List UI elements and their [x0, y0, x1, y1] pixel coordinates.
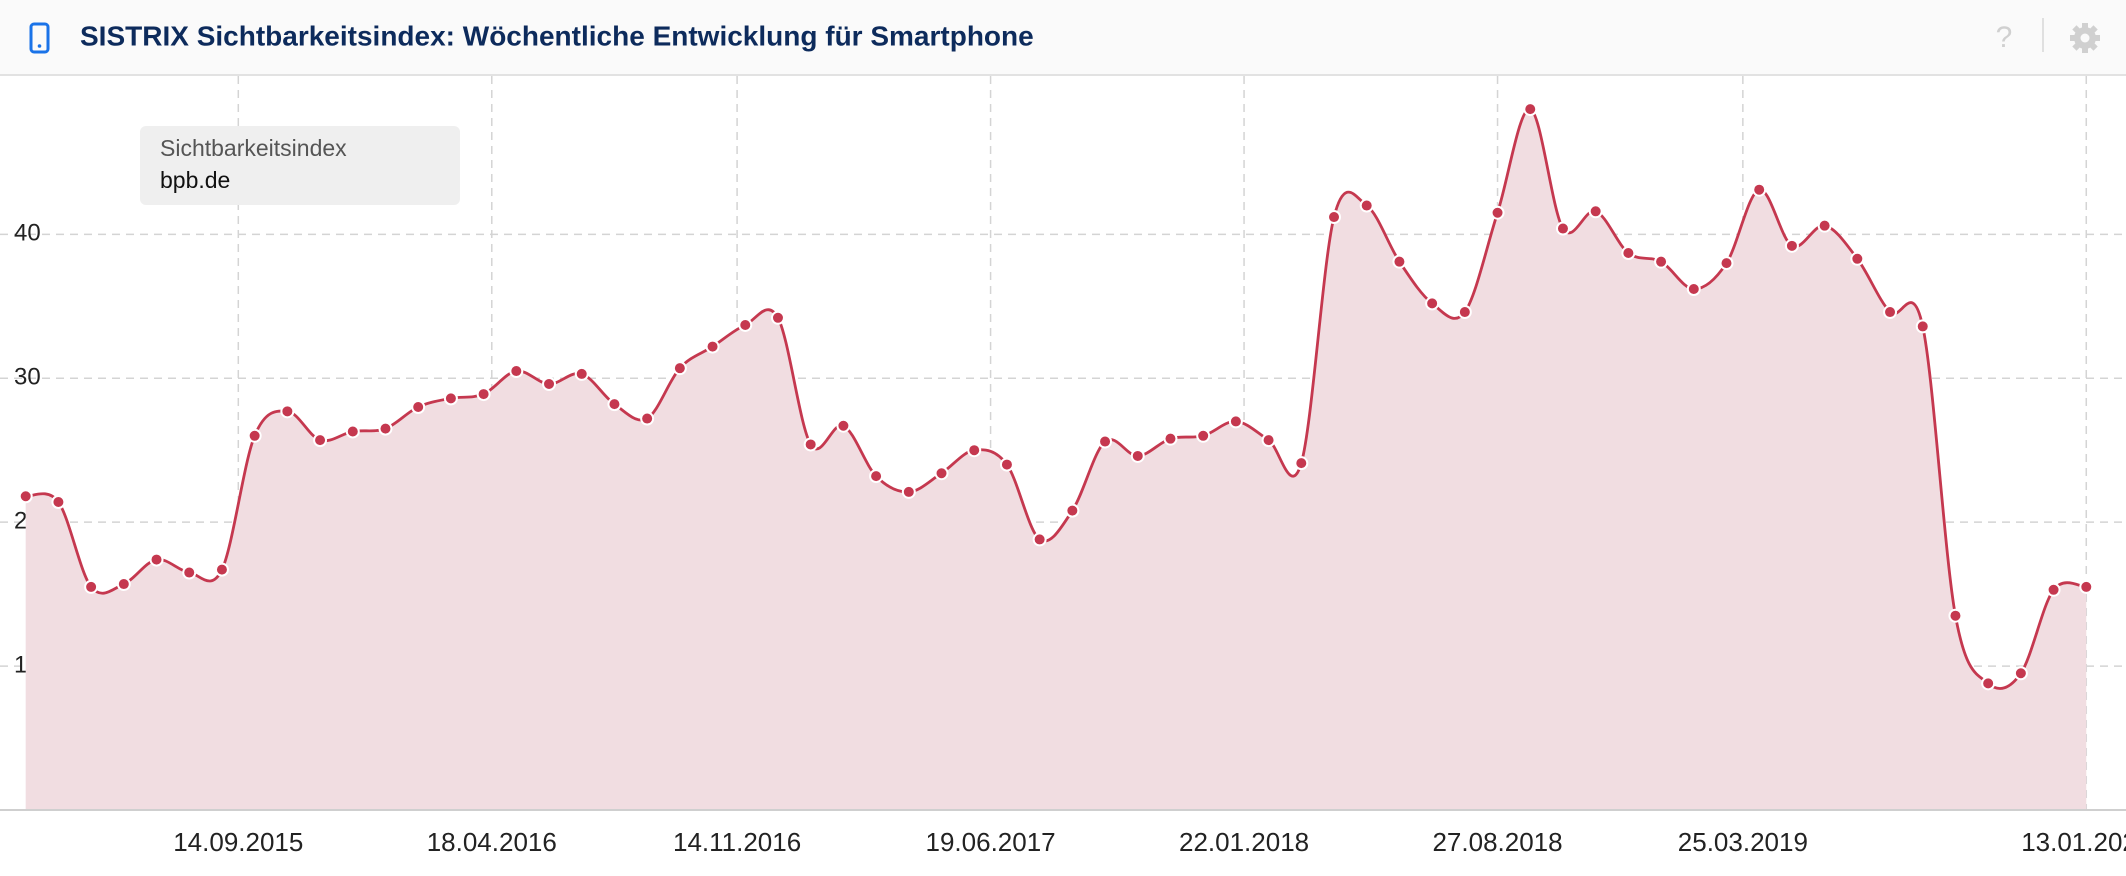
- data-point: [1261, 433, 1276, 448]
- data-point: [509, 364, 524, 379]
- data-point: [1588, 204, 1603, 219]
- data-point: [770, 310, 785, 325]
- data-point: [313, 433, 328, 448]
- data-point: [345, 424, 360, 439]
- data-point: [116, 577, 131, 592]
- smartphone-icon: [29, 22, 50, 54]
- settings-button[interactable]: [2070, 23, 2100, 53]
- data-point: [1294, 456, 1309, 471]
- data-point: [1098, 434, 1113, 449]
- data-point: [1490, 205, 1505, 220]
- data-point: [967, 443, 982, 458]
- data-point: [1915, 319, 1930, 334]
- data-point: [1196, 428, 1211, 443]
- data-point: [182, 565, 197, 580]
- legend-title: Sichtbarkeitsindex: [160, 135, 347, 161]
- data-point: [51, 495, 66, 510]
- data-point: [280, 404, 295, 419]
- x-tick-label: 13.01.2020: [2021, 827, 2126, 857]
- data-point: [1065, 503, 1080, 518]
- data-point: [1457, 305, 1472, 320]
- data-point: [1555, 221, 1570, 236]
- legend-entry: bpb.de: [160, 167, 230, 193]
- data-point: [1752, 182, 1767, 197]
- x-tick-label: 14.09.2015: [173, 827, 303, 857]
- data-point: [84, 579, 99, 594]
- data-point: [1425, 296, 1440, 311]
- data-point: [1130, 448, 1145, 463]
- data-point: [2046, 582, 2061, 597]
- data-point: [1784, 238, 1799, 253]
- area-fill: [25, 109, 2087, 810]
- data-point: [869, 469, 884, 484]
- data-point: [18, 489, 33, 504]
- data-point: [836, 418, 851, 433]
- data-point: [1850, 251, 1865, 266]
- data-point: [1163, 431, 1178, 446]
- y-tick-label: 40: [14, 220, 41, 247]
- data-point: [1686, 282, 1701, 297]
- data-point: [607, 397, 622, 412]
- data-point: [705, 339, 720, 354]
- x-tick-label: 25.03.2019: [1678, 827, 1808, 857]
- data-point: [672, 361, 687, 376]
- help-button[interactable]: ?: [1996, 21, 2013, 54]
- data-point: [640, 411, 655, 426]
- x-tick-label: 22.01.2018: [1179, 827, 1309, 857]
- data-point: [1032, 532, 1047, 547]
- data-point: [411, 400, 426, 415]
- data-point: [1523, 102, 1538, 117]
- data-point: [1654, 254, 1669, 269]
- plot-area: 1020304014.09.201518.04.201614.11.201619…: [0, 76, 2126, 857]
- data-point: [1981, 676, 1996, 691]
- x-tick-label: 18.04.2016: [427, 827, 557, 857]
- header-bar: [0, 0, 2126, 75]
- data-point: [934, 466, 949, 481]
- data-point: [2013, 666, 2028, 681]
- data-point: [1719, 256, 1734, 271]
- data-point: [2079, 579, 2094, 594]
- data-point: [247, 428, 262, 443]
- data-point: [214, 562, 229, 577]
- data-point: [1327, 210, 1342, 225]
- data-point: [901, 484, 916, 499]
- data-point: [443, 391, 458, 406]
- data-point: [1817, 218, 1832, 233]
- data-point: [1948, 608, 1963, 623]
- data-point: [476, 387, 491, 402]
- data-point: [1228, 414, 1243, 429]
- data-point: [1392, 254, 1407, 269]
- widget-title: SISTRIX Sichtbarkeitsindex: Wöchentliche…: [80, 20, 1034, 51]
- data-point: [149, 552, 164, 567]
- legend: Sichtbarkeitsindex bpb.de: [140, 126, 460, 205]
- data-point: [1883, 305, 1898, 320]
- y-tick-label: 30: [14, 364, 41, 391]
- data-point: [574, 366, 589, 381]
- x-tick-label: 27.08.2018: [1432, 827, 1562, 857]
- data-point: [803, 437, 818, 452]
- data-point: [378, 421, 393, 436]
- x-tick-label: 14.11.2016: [673, 827, 801, 857]
- data-point: [999, 457, 1014, 472]
- data-point: [738, 317, 753, 332]
- data-point: [542, 376, 557, 391]
- data-point: [1359, 198, 1374, 213]
- data-point: [1621, 246, 1636, 261]
- x-tick-label: 19.06.2017: [926, 827, 1056, 857]
